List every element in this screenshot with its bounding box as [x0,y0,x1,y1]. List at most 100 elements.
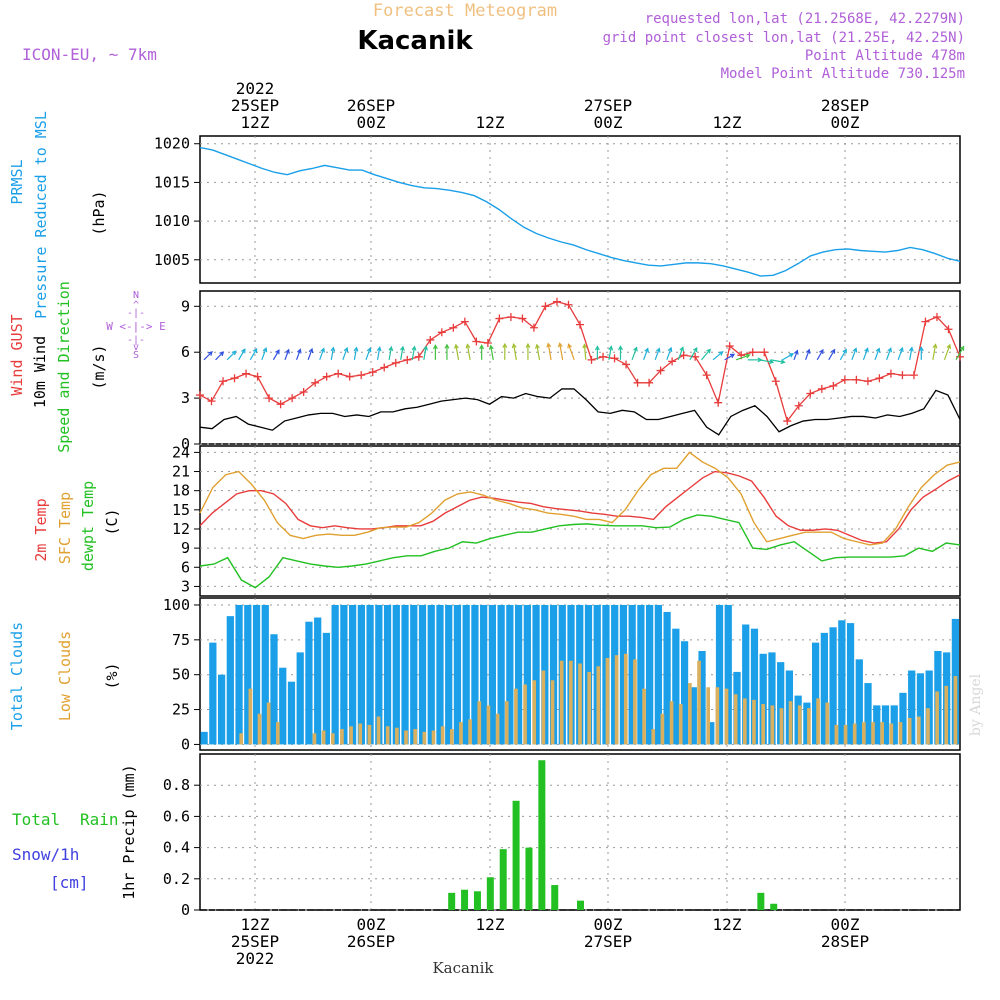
total-cloud-bar [724,604,732,745]
low-cloud-bar [550,680,555,745]
rain-bar [448,892,456,910]
gust-marker [587,355,596,364]
gust-marker [806,389,815,398]
wind-arrowhead [465,343,471,349]
time-label: 12Z [713,113,742,132]
panel-frame-5 [199,753,961,911]
wind-arrowhead [959,345,965,351]
wind-arrowhead [207,350,213,356]
time-label: 12Z [241,915,270,934]
total-cloud-bar [873,705,881,745]
pressure-labels: PRMSL Pressure Reduced to MSL (hPa) [8,111,108,319]
time-label: 00Z [357,113,386,132]
total-cloud-bar [864,683,872,745]
total-cloud-bar [506,604,514,745]
low-cloud-bar [779,708,784,745]
low-cloud-bar [816,698,820,745]
gust-marker [472,337,481,346]
station-title: Kacanik [357,26,473,56]
low-cloud-bar [752,699,756,745]
wind-line [199,388,961,436]
low-cloud-bar [349,726,353,745]
wind-arrowhead [780,359,786,365]
wind-arrowhead [423,345,429,351]
time-label: 27SEP [584,932,632,951]
y-tick-label: 6 [181,343,190,361]
wind-arrowhead [788,353,795,358]
time-label: 2022 [236,79,275,98]
wind-arrow [886,348,892,361]
panel-frame-3 [199,445,961,597]
low-cloud-bar [239,733,244,745]
total-cloud-bar [759,653,767,745]
wind-arrow [583,344,587,360]
gust-marker [714,398,723,407]
y-tick-label: 12 [172,520,190,538]
wind-arrow [770,359,785,363]
wind-arrowhead [219,351,225,357]
gust-marker [541,302,550,311]
total-cloud-bar [750,628,759,745]
wind-arrow [897,347,904,361]
wind-arrowhead [353,346,359,352]
low-cloud-bar [898,722,903,745]
time-label: 26SEP [347,96,395,115]
sfc-temp-line [199,451,961,546]
total-cloud-bar [680,641,689,745]
wind-arrowhead [567,343,572,349]
low-cloud-bar [678,703,683,745]
total-cloud-bar [514,604,523,745]
gust-marker [322,372,331,381]
total-cloud-bar [375,604,383,745]
wind-arrow [851,348,857,361]
wind-arrowhead [557,342,563,348]
total-cloud-bar [261,604,269,745]
wind-arrowhead [262,347,268,353]
wind-arrowhead [308,347,314,354]
low-cloud-bar [248,688,253,745]
low-cloud-bar [633,659,637,745]
total-cloud-label: Total Clouds [8,622,26,730]
pressure-panel: 1005 1010 1015 1020 [154,135,961,277]
t2m-label: 2m Temp [32,498,50,561]
time-label: 12Z [241,113,270,132]
wind-arrowhead [502,342,508,348]
y-tick-label: 15 [172,501,190,519]
wind-unit: (m/s) [90,344,108,389]
wind-arrowhead [667,346,673,352]
low-cloud-bar [449,729,454,745]
wind10-label: 10m Wind [31,336,49,408]
compass-down: v [133,342,139,353]
total-cloud-bar [881,705,890,745]
wind-arrow [654,348,660,361]
low-cloud-bar [477,701,482,745]
wind-arrow [724,353,735,361]
low-cloud-bar [596,666,601,745]
wind-arrowhead [875,347,881,353]
rain-bar [473,891,481,910]
watermark: by Angel [968,673,984,736]
wind-arrow [608,346,612,360]
gust-marker [863,377,872,386]
gust-marker [380,363,389,372]
y-tick-label: 18 [172,482,190,500]
y-tick-label: 0 [181,435,190,453]
wind-arrowhead [887,347,892,353]
pressure-label-1: PRMSL [8,159,26,204]
low-cloud-bar [358,723,363,745]
time-label: 12Z [476,915,505,934]
total-cloud-bar [646,604,654,745]
time-label: 28SEP [821,932,869,951]
low-cloud-bar [312,733,317,745]
low-cloud-bar [504,701,509,745]
rain-bar [538,760,546,910]
y-tick-label: 0.6 [163,807,190,825]
low-cloud-bar [889,723,894,745]
low-cloud-bar [385,726,390,745]
low-cloud-bar [852,723,857,745]
wind-arrowhead [488,344,494,350]
total-cloud-bar [244,604,252,745]
wind-arrow [400,346,404,360]
wind-arrow [376,347,381,360]
